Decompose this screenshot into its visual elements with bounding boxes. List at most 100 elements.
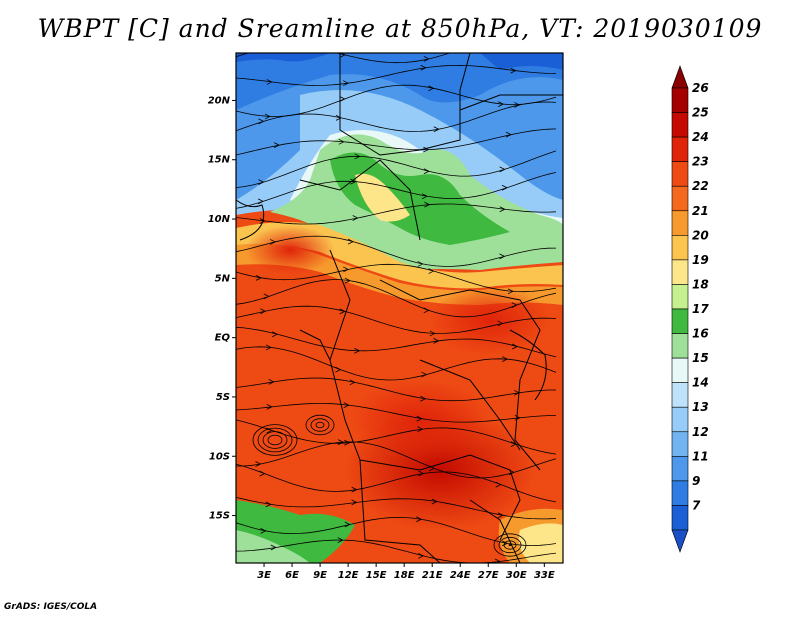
streamline-arrow — [339, 96, 345, 102]
colorbar-swatch — [671, 235, 689, 261]
streamline-arrow — [428, 85, 434, 92]
streamline-arrow — [339, 53, 346, 58]
lon-tick-label: 3E — [257, 570, 271, 581]
streamline-arrow — [258, 118, 264, 125]
streamline-arrow — [264, 113, 271, 120]
streamline-arrow — [263, 293, 269, 300]
streamline-vortex — [315, 421, 325, 429]
field-northwest-cold — [236, 53, 330, 62]
colorbar-swatch — [671, 185, 689, 212]
streamline — [236, 441, 557, 479]
streamline-arrow — [513, 389, 520, 396]
colorbar-swatch — [671, 308, 689, 334]
streamline-arrow — [423, 56, 430, 62]
lat-tick-label: 15N — [208, 155, 231, 166]
streamline-arrow — [266, 427, 272, 434]
streamline-arrow — [497, 101, 504, 108]
streamline-vortex — [508, 543, 512, 547]
colorbar-swatch — [671, 161, 689, 187]
streamline-arrow — [338, 138, 344, 145]
lon-tick-label: 33E — [534, 570, 555, 581]
map-field — [236, 47, 563, 563]
colorbar-label: 12 — [692, 425, 709, 439]
colorbar-label: 14 — [692, 376, 709, 390]
map-frame — [235, 52, 564, 564]
colorbar-swatch — [671, 136, 689, 162]
streamline-arrow — [255, 461, 261, 467]
streamline-arrow — [258, 179, 264, 185]
colorbar-swatch — [671, 382, 689, 408]
streamline-arrow — [349, 379, 355, 386]
colorbar-swatch — [671, 431, 689, 457]
streamline-arrow — [429, 330, 436, 337]
streamline-arrow — [510, 441, 517, 447]
streamline-arrow — [417, 426, 423, 432]
colorbar-label: 26 — [692, 81, 709, 95]
lat-tick-label: 15S — [209, 511, 230, 522]
streamline — [236, 128, 557, 156]
streamline-arrow — [433, 126, 439, 133]
streamline-arrow — [273, 142, 280, 149]
colorbar-label: 24 — [692, 130, 709, 144]
field-north-cold — [236, 53, 563, 110]
streamline — [236, 53, 452, 64]
colorbar-label: 19 — [692, 253, 709, 267]
lon-tick-label: 18E — [394, 570, 415, 581]
streamline-arrow — [260, 308, 266, 315]
streamline-arrow — [352, 215, 358, 221]
colorbar-swatch — [671, 456, 689, 482]
streamline-arrow — [257, 47, 262, 52]
streamline-arrow — [420, 395, 426, 402]
streamline-arrow — [501, 540, 508, 547]
colorbar-label: 21 — [692, 204, 709, 218]
streamline — [236, 279, 557, 318]
streamline-arrow — [416, 516, 422, 523]
streamlines — [236, 47, 557, 563]
streamline-arrow — [510, 67, 516, 74]
streamline-arrow — [505, 131, 512, 138]
colorbar-swatch — [671, 210, 689, 236]
streamline-arrow — [512, 343, 518, 350]
streamline-arrow — [418, 552, 424, 559]
streamline-arrow — [416, 415, 422, 422]
streamline-arrow — [337, 537, 343, 543]
streamline-arrow — [265, 501, 271, 508]
streamline-vortex — [305, 414, 335, 436]
lat-tick-label: EQ — [215, 333, 231, 344]
colorbar-label: 11 — [692, 449, 709, 463]
streamline-arrow — [344, 439, 350, 446]
colorbar-label: 16 — [692, 327, 709, 341]
lon-tick-label: 15E — [366, 570, 387, 581]
lon-tick-label: 24E — [450, 570, 471, 581]
streamline-arrow — [511, 302, 517, 308]
streamline-arrow — [255, 274, 262, 281]
chart-title: WBPT [C] and Sreamline at 850hPa, VT: 20… — [37, 14, 763, 43]
colorbar-swatch — [671, 259, 689, 285]
streamline-arrow — [339, 308, 345, 315]
colorbar-swatch — [671, 480, 689, 506]
streamline — [236, 346, 557, 381]
streamline-arrow — [424, 201, 430, 208]
streamline — [236, 419, 557, 455]
colorbar-label: 25 — [692, 106, 709, 120]
streamline-arrow — [351, 499, 357, 506]
lon-tick-label: 21E — [422, 570, 443, 581]
streamline-arrow — [266, 79, 272, 85]
field-hot-core-west — [245, 225, 335, 275]
streamline-arrow — [418, 470, 424, 477]
streamline-arrow — [501, 184, 508, 191]
streamline-vortex — [252, 424, 298, 456]
streamline-arrow — [497, 512, 504, 519]
streamline-arrow — [431, 498, 438, 505]
lat-tick-label: 10N — [208, 214, 231, 225]
colorbar: 26 25 24 23 22 21 20 19 18 17 16 15 14 13 12 11 9 7 — [671, 65, 709, 553]
streamline — [236, 326, 557, 358]
lon-tick-label: 27E — [478, 570, 499, 581]
streamline — [236, 377, 556, 402]
streamline-vortex — [262, 431, 288, 449]
streamline-arrow — [421, 371, 427, 378]
streamline-arrow — [343, 402, 350, 409]
streamline-arrow — [514, 102, 520, 108]
streamline — [236, 101, 557, 132]
colorbar-label: 7 — [692, 498, 701, 512]
